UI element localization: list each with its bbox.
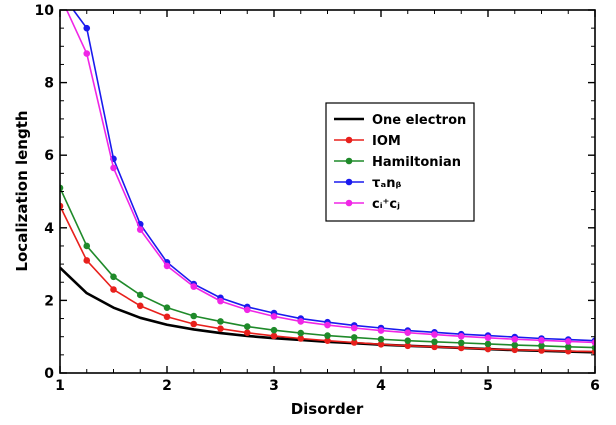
data-point [297,318,305,325]
data-point [190,312,198,320]
data-point [324,332,331,339]
data-point [484,345,492,353]
data-point [136,302,144,310]
series-2 [60,202,595,355]
data-point [591,339,595,346]
series-layer [60,10,595,355]
data-point [136,291,144,299]
x-tick-label: 5 [483,378,493,394]
y-tick-label: 6 [44,148,54,164]
data-point [324,337,331,344]
data-point [377,341,385,348]
data-point [431,338,438,346]
legend-marker [345,136,353,144]
y-tick-label: 0 [44,366,54,382]
legend: One electron IOM Hamiltonian τₐnᵦ cᵢ⁺cⱼ [325,102,475,222]
series-3 [60,184,595,351]
legend-label: cᵢ⁺cⱼ [372,197,400,212]
data-point [297,335,305,342]
data-point [511,346,519,354]
data-point [324,321,331,329]
data-point [350,334,358,341]
data-point [457,344,465,352]
data-point [163,304,171,311]
x-tick-label: 1 [55,378,65,394]
data-point [591,344,595,351]
data-point [457,333,465,340]
x-tick-label: 6 [590,378,600,394]
legend-item: One electron [334,113,466,128]
data-point [564,343,572,351]
data-point [110,164,117,172]
data-point [538,347,545,354]
data-point [136,226,144,233]
data-point [564,338,572,345]
axis-ticks: 1 2 3 4 5 6 0 2 4 6 8 10 [35,3,600,394]
data-point [217,325,224,333]
data-point [163,262,171,270]
data-point [83,242,91,250]
data-point [217,297,224,305]
data-point [297,329,305,337]
data-point [404,337,412,344]
legend-item: cᵢ⁺cⱼ [334,197,400,212]
data-point [60,184,64,192]
data-point [431,343,438,351]
y-tick-label: 10 [35,3,55,19]
data-point [83,257,91,264]
legend-label: One electron [372,113,466,128]
y-tick-label: 8 [44,76,54,92]
data-point [538,337,545,344]
legend-label: τₐnᵦ [372,176,401,191]
data-point [110,286,117,293]
x-tick-label: 4 [376,378,386,394]
data-point [163,313,171,321]
data-point [404,342,412,350]
data-point [431,331,438,338]
data-point [404,329,412,337]
data-point [511,341,519,349]
x-axis-label: Disorder [291,400,364,418]
series-5 [65,10,595,346]
legend-marker [345,178,353,186]
data-point [484,334,492,342]
y-tick-label: 4 [44,221,54,237]
data-point [110,273,117,281]
x-tick-label: 2 [162,378,172,394]
legend-marker [345,157,353,165]
y-tick-label: 2 [44,293,54,309]
legend-item: IOM [334,134,401,149]
data-point [377,335,385,343]
data-point [60,202,64,210]
legend-label: Hamiltonian [372,155,461,170]
data-point [190,320,198,328]
data-point [243,306,251,314]
data-point [270,326,278,334]
data-point [377,327,385,334]
data-point [457,339,465,347]
legend-item: τₐnᵦ [334,176,401,191]
y-axis-label: Localization length [13,110,31,271]
data-point [83,24,91,32]
data-point [484,340,492,348]
x-tick-label: 3 [269,378,279,394]
data-point [243,329,251,337]
data-point [511,335,519,343]
data-point [190,283,198,290]
data-point [350,324,358,332]
data-point [217,318,224,325]
data-point [270,332,278,340]
data-point [243,323,251,330]
data-point [83,50,91,57]
data-point [350,339,358,346]
legend-label: IOM [372,134,401,149]
data-point [538,342,545,350]
legend-marker [345,199,353,207]
data-point [270,313,278,320]
legend-item: Hamiltonian [334,155,461,170]
